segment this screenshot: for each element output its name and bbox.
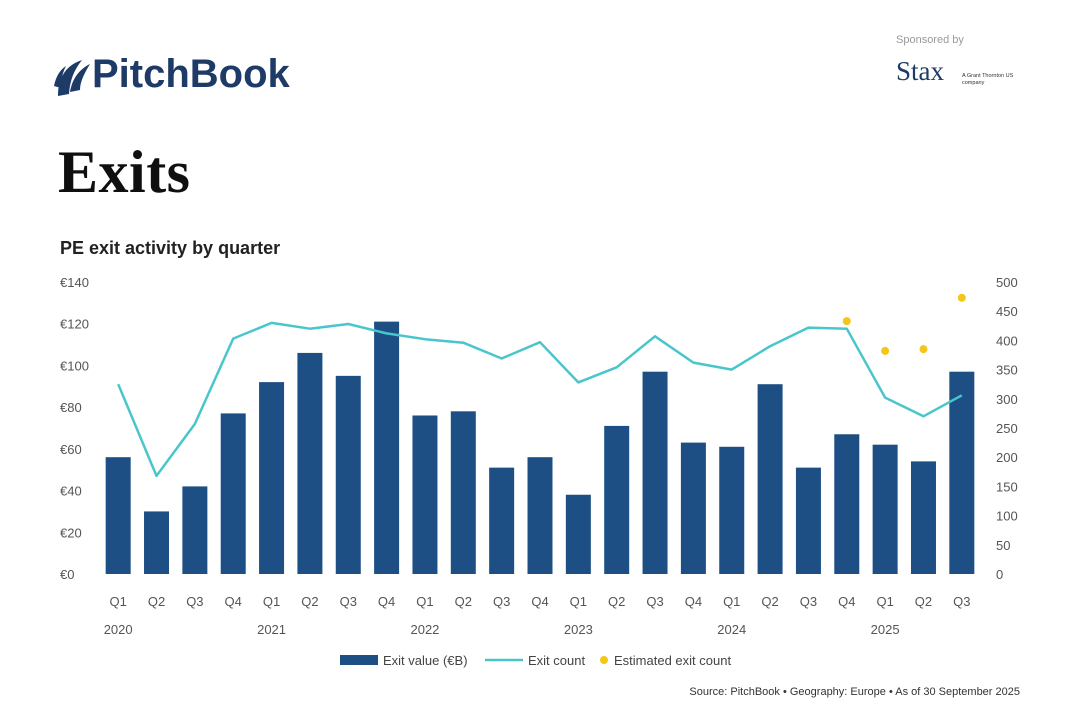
x-quarter-label: Q1 (110, 594, 127, 609)
exit-value-bar (565, 494, 591, 574)
y-right-tick-label: 50 (996, 538, 1010, 553)
legend-bar-label: Exit value (€B) (383, 653, 468, 668)
x-quarter-label: Q3 (186, 594, 203, 609)
y-right-tick-label: 150 (996, 479, 1018, 494)
x-year-label: 2020 (104, 622, 133, 637)
x-quarter-label: Q4 (225, 594, 242, 609)
y-left-tick-label: €80 (60, 400, 82, 415)
x-quarter-label: Q3 (646, 594, 663, 609)
y-left-tick-label: €20 (60, 525, 82, 540)
x-quarter-label: Q2 (608, 594, 625, 609)
sponsor-label: Sponsored by (896, 34, 964, 46)
exit-value-bar (335, 375, 361, 574)
legend-bar-swatch (340, 655, 378, 665)
y-right-tick-label: 300 (996, 392, 1018, 407)
exit-value-bar (105, 457, 131, 574)
x-quarter-label: Q2 (761, 594, 778, 609)
x-quarter-label: Q3 (493, 594, 510, 609)
y-right-tick-label: 400 (996, 333, 1018, 348)
exit-value-bar (910, 461, 936, 574)
pitchbook-logo: PitchBook (52, 52, 312, 102)
estimated-exit-count-point (957, 293, 966, 302)
exit-value-bar (872, 444, 898, 574)
x-year-label: 2023 (564, 622, 593, 637)
x-quarter-label: Q4 (685, 594, 702, 609)
estimated-exit-count-point (919, 345, 928, 354)
x-quarter-label: Q1 (876, 594, 893, 609)
x-quarter-label: Q4 (378, 594, 395, 609)
exit-value-bar (604, 425, 630, 574)
y-left-tick-label: €120 (60, 317, 89, 332)
y-right-tick-label: 0 (996, 567, 1003, 582)
x-quarter-label: Q2 (915, 594, 932, 609)
exit-value-bar (527, 457, 553, 574)
legend-estimate-swatch (600, 656, 608, 664)
exit-value-bar (144, 511, 170, 574)
y-right-tick-label: 200 (996, 450, 1018, 465)
x-quarter-label: Q1 (263, 594, 280, 609)
y-right-tick-label: 350 (996, 363, 1018, 378)
sponsor-block: Sponsored by Stax A Grant Thornton US co… (896, 34, 1046, 94)
chart-title: PE exit activity by quarter (60, 238, 281, 258)
exit-activity-chart: €0 €20 €40 €60 €80 €100 €120 €140 0 50 100 150 200 25… (60, 275, 1018, 668)
page-title: Exits (58, 139, 191, 205)
exit-value-bar (182, 486, 208, 574)
x-quarter-label: Q2 (301, 594, 318, 609)
y-left-tick-label: €140 (60, 275, 89, 290)
y-left-tick-label: €100 (60, 358, 89, 373)
x-quarter-label: Q3 (340, 594, 357, 609)
exit-value-bar (642, 371, 668, 574)
legend-estimate-label: Estimated exit count (614, 653, 731, 668)
x-year-label: 2022 (410, 622, 439, 637)
x-year-label: 2025 (871, 622, 900, 637)
sponsor-logo: Stax (896, 56, 945, 86)
y-right-tick-label: 450 (996, 304, 1018, 319)
exit-value-bar (795, 467, 821, 574)
exit-value-bar (834, 434, 860, 574)
exit-value-bar (259, 382, 285, 574)
brand-name: PitchBook (92, 52, 290, 96)
exit-value-bar (949, 371, 975, 574)
legend-line-label: Exit count (528, 653, 585, 668)
pitchbook-logo-icon (54, 60, 90, 96)
x-quarter-label: Q3 (953, 594, 970, 609)
y-right-tick-label: 500 (996, 275, 1018, 290)
x-quarter-label: Q2 (455, 594, 472, 609)
y-right-tick-label: 250 (996, 421, 1018, 436)
x-quarter-label: Q4 (838, 594, 855, 609)
x-quarter-label: Q1 (570, 594, 587, 609)
y-left-tick-label: €40 (60, 484, 82, 499)
exit-value-bar (757, 384, 783, 574)
y-left-tick-label: €60 (60, 442, 82, 457)
exit-value-bar (450, 411, 476, 574)
x-quarter-label: Q2 (148, 594, 165, 609)
exit-value-bar (680, 442, 706, 574)
exit-value-bar (374, 321, 400, 574)
x-quarter-label: Q1 (723, 594, 740, 609)
exit-value-bar (412, 415, 438, 574)
estimated-exit-count-point (842, 317, 851, 326)
estimated-exit-count-point (881, 346, 890, 355)
x-quarter-label: Q1 (416, 594, 433, 609)
exit-value-bar (220, 413, 246, 574)
y-left-tick-label: €0 (60, 567, 74, 582)
x-year-label: 2024 (717, 622, 746, 637)
y-right-tick-label: 100 (996, 509, 1018, 524)
exit-value-bar (297, 352, 323, 574)
exit-value-bar (719, 446, 745, 574)
exit-count-line (117, 321, 963, 478)
source-note: Source: PitchBook • Geography: Europe • … (689, 686, 1020, 698)
x-quarter-label: Q4 (531, 594, 548, 609)
x-year-label: 2021 (257, 622, 286, 637)
sponsor-sub: A Grant Thornton US company (962, 73, 1014, 86)
exit-value-bar (489, 467, 515, 574)
x-quarter-label: Q3 (800, 594, 817, 609)
